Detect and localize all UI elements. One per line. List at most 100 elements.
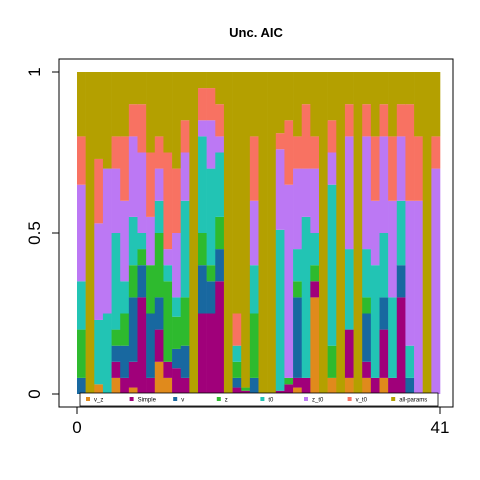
- bar-segment-19-all-params: [232, 72, 242, 314]
- bar-segment-10-v: [154, 297, 164, 330]
- bar-segment-5-v_t0: [111, 136, 121, 169]
- bar-segment-32-z_t0: [344, 136, 354, 250]
- bar-segment-1-v_t0: [77, 136, 86, 185]
- bar-segment-25-z: [284, 377, 294, 385]
- bar-segment-5-Simple: [111, 361, 121, 378]
- bar-segment-11-z: [163, 281, 173, 362]
- bar-segment-25-Simple: [284, 384, 294, 394]
- bar-segment-30-z_t0: [327, 152, 337, 185]
- bar-segment-15-t0: [198, 136, 207, 233]
- bar-segment-12-v: [172, 348, 182, 369]
- bar-segment-32-v_z: [344, 377, 354, 394]
- bar-segment-27-z_t0: [301, 168, 311, 217]
- bar-segment-9-all-params: [146, 72, 156, 153]
- bar-segment-24-all-params: [275, 72, 285, 134]
- legend-swatch-v_z: [86, 397, 90, 401]
- bar-segment-32-t0: [344, 249, 354, 330]
- bar-segment-6-all-params: [120, 72, 130, 137]
- bar-segment-9-z: [146, 265, 156, 314]
- bar-segment-24-t0: [275, 229, 285, 391]
- bar-segment-5-z: [111, 329, 121, 346]
- bar-segment-39-t0: [405, 345, 415, 378]
- bar-segment-13-t0: [180, 200, 190, 298]
- bar-segment-26-v: [293, 297, 303, 378]
- bar-segment-36-all-params: [379, 72, 389, 105]
- bar-segment-26-t0: [293, 249, 303, 282]
- bar-segment-19-v: [232, 377, 242, 388]
- bar-segment-13-v: [180, 345, 190, 378]
- bar-segment-15-v_t0: [198, 88, 207, 121]
- bar-segment-20-Simple: [241, 390, 251, 394]
- bar-segment-19-z: [232, 361, 242, 378]
- legend-swatch-all-params: [391, 397, 396, 401]
- bar-segment-16-v: [206, 281, 216, 314]
- bar-segment-39-all-params: [405, 72, 415, 105]
- bar-segment-19-t0: [232, 345, 242, 362]
- bar-segment-15-v: [198, 265, 207, 314]
- bar-segment-26-Simple: [293, 377, 303, 388]
- bar-segment-34-v: [362, 313, 372, 362]
- bar-segment-12-Simple: [172, 368, 182, 394]
- bar-segment-34-all-params: [362, 72, 372, 105]
- bar-segment-10-v_t0: [154, 136, 164, 169]
- bar-segment-12-z: [172, 316, 182, 349]
- bar-segment-11-v_z: [163, 377, 173, 394]
- bar-segment-41-all-params: [422, 72, 432, 394]
- bar-segment-15-Simple: [198, 313, 207, 394]
- bar-segment-10-t0: [154, 200, 164, 233]
- bar-segment-22-all-params: [258, 72, 268, 394]
- bar-segment-8-Simple: [137, 297, 147, 394]
- bar-segment-6-Simple: [120, 377, 130, 394]
- bar-segment-27-all-params: [301, 72, 311, 105]
- bar-segment-24-v_t0: [275, 133, 285, 150]
- bar-segment-4-t0: [102, 313, 112, 394]
- bar-segment-17-all-params: [215, 72, 225, 105]
- bar-segment-35-t0: [370, 265, 380, 378]
- bar-segment-32-Simple: [344, 329, 354, 378]
- bar-segment-21-t0: [249, 265, 259, 314]
- legend-swatch-v: [173, 397, 178, 401]
- legend-label-v: v: [181, 398, 184, 404]
- bar-segment-38-v_t0: [396, 104, 406, 137]
- bar-segment-24-z_t0: [275, 149, 285, 230]
- bar-segment-39-z_t0: [405, 200, 415, 346]
- legend: v_z Simple v z t0 z_t0 v_t0 all-params: [79, 392, 439, 407]
- bar-segment-7-t0: [128, 216, 138, 266]
- bar-segment-7-v_t0: [128, 104, 138, 137]
- bar-segment-17-v: [215, 249, 225, 282]
- bar-segment-11-all-params: [163, 72, 173, 153]
- bar-segment-3-t0: [94, 319, 104, 385]
- legend-box: [79, 392, 439, 407]
- bar-segment-28-v_t0: [310, 136, 320, 169]
- bar-segment-36-v_z: [379, 377, 389, 394]
- bar-segment-40-v_t0: [414, 136, 424, 201]
- bar-segment-8-z_t0: [137, 152, 147, 233]
- bar-segment-25-v_t0: [284, 120, 294, 185]
- bar-segment-42-v_t0: [431, 136, 441, 169]
- bar-segment-35-v_t0: [370, 136, 380, 201]
- bar-segment-1-z: [77, 329, 86, 378]
- bar-segment-40-all-params: [414, 72, 424, 137]
- bar-segment-9-Simple: [146, 377, 156, 394]
- bar-segment-32-all-params: [344, 72, 354, 105]
- bar-segment-9-v_t0: [146, 152, 156, 217]
- bar-segment-28-z: [310, 265, 320, 282]
- bar-segment-24-Simple: [275, 390, 285, 394]
- bar-segment-18-all-params: [223, 72, 233, 394]
- bar-segment-9-z_t0: [146, 216, 156, 266]
- legend-label-v_t0: v_t0: [356, 398, 368, 404]
- legend-swatch-t0: [260, 397, 265, 401]
- bars-layer: [77, 72, 441, 394]
- bar-segment-19-v_t0: [232, 313, 242, 346]
- bar-segment-26-z: [293, 281, 303, 298]
- bar-segment-27-v_t0: [301, 104, 311, 169]
- bar-segment-10-z_t0: [154, 168, 164, 201]
- bar-segment-8-t0: [137, 233, 147, 250]
- bar-segment-36-v_t0: [379, 104, 389, 137]
- bar-segment-30-t0: [327, 184, 337, 346]
- bar-segment-8-all-params: [137, 72, 147, 105]
- bar-segment-37-z_t0: [388, 200, 398, 298]
- bar-segment-6-t0: [120, 281, 130, 314]
- bar-segment-29-all-params: [319, 72, 328, 394]
- bar-segment-28-t0: [310, 233, 320, 266]
